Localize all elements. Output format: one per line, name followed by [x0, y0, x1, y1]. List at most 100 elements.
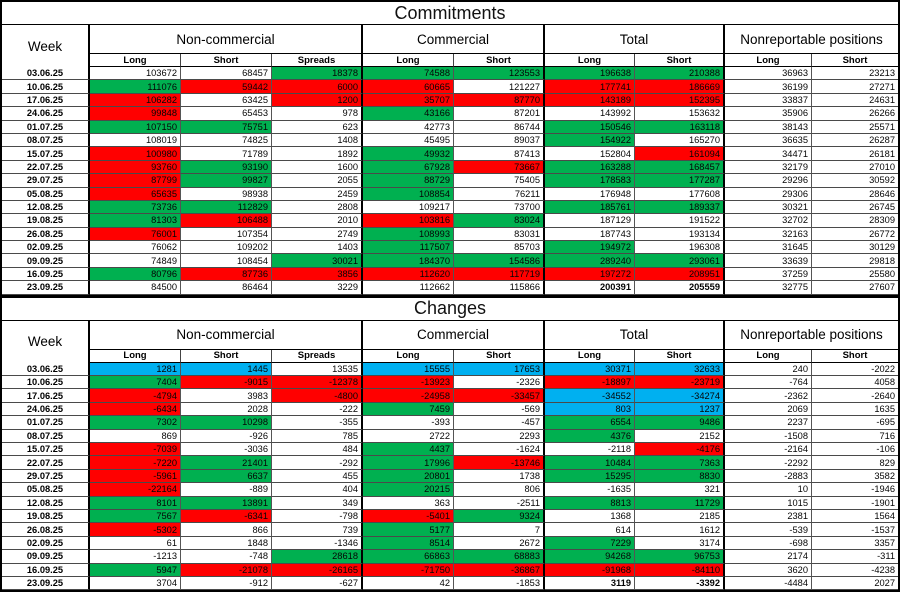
- col-header-spreads: Spreads: [272, 349, 363, 363]
- value-cell: 26772: [812, 228, 898, 242]
- value-cell: -912: [181, 576, 272, 591]
- value-cell: 803: [545, 402, 635, 417]
- value-cell: 8813: [545, 496, 635, 510]
- value-cell: 1403: [272, 241, 363, 255]
- value-cell: 68883: [454, 550, 545, 564]
- value-cell: 17996: [363, 456, 454, 470]
- value-cell: 2055: [272, 174, 363, 188]
- group-header-non-commercial: Non-commercial: [90, 25, 363, 54]
- week-cell: 24.06.25: [2, 107, 90, 121]
- col-header-long: Long: [90, 54, 181, 67]
- col-header-short: Short: [812, 54, 898, 67]
- table-row: 23.09.25 3704 -912 -627 42 -1853 3119 -3392 -448…: [2, 576, 898, 591]
- value-cell: 3983: [181, 389, 272, 403]
- value-cell: 2152: [635, 429, 725, 443]
- value-cell: -34274: [635, 389, 725, 403]
- value-cell: 87770: [454, 93, 545, 108]
- value-cell: 3174: [635, 536, 725, 551]
- group-header-commercial: Commercial: [363, 25, 545, 54]
- value-cell: 30371: [545, 362, 635, 377]
- value-cell: 7459: [363, 402, 454, 417]
- value-cell: -1537: [812, 523, 898, 537]
- value-cell: -2640: [812, 389, 898, 403]
- value-cell: 27010: [812, 161, 898, 175]
- table-row: 15.07.25 -7039 -3036 484 4437 -1624 -2118 -4176…: [2, 442, 898, 457]
- col-header-long: Long: [90, 349, 181, 363]
- value-cell: 85703: [454, 241, 545, 255]
- value-cell: 210388: [635, 67, 725, 81]
- group-header-total: Total: [545, 320, 725, 350]
- value-cell: 163118: [635, 120, 725, 134]
- value-cell: 108019: [90, 133, 181, 148]
- value-cell: 13891: [181, 496, 272, 510]
- week-cell: 22.07.25: [2, 456, 90, 470]
- value-cell: 43166: [363, 107, 454, 121]
- value-cell: 30592: [812, 174, 898, 188]
- table-row: 08.07.25 108019 74825 1408 45495 89037 154922 1…: [2, 133, 898, 148]
- value-cell: 205559: [635, 281, 725, 295]
- value-cell: 117507: [363, 241, 454, 255]
- value-cell: 32163: [725, 227, 812, 242]
- value-cell: 112829: [181, 200, 272, 215]
- value-cell: 36199: [725, 80, 812, 94]
- value-cell: -26165: [272, 563, 363, 577]
- value-cell: 1612: [635, 523, 725, 537]
- value-cell: 2028: [181, 402, 272, 417]
- week-cell: 08.07.25: [2, 133, 90, 148]
- table-row: 12.08.25 8101 13891 349 363 -2511 8813 11729 101…: [2, 496, 898, 510]
- value-cell: 785: [272, 429, 363, 443]
- value-cell: 28309: [812, 214, 898, 228]
- value-cell: 65635: [90, 187, 181, 201]
- value-cell: 103816: [363, 214, 454, 228]
- value-cell: 73667: [454, 160, 545, 175]
- value-cell: 13535: [272, 362, 363, 377]
- table-row: 10.06.25 7404 -9015 -12378 -13923 -2326 -18897…: [2, 376, 898, 390]
- value-cell: 869: [90, 429, 181, 443]
- value-cell: 98938: [181, 187, 272, 201]
- week-cell: 15.07.25: [2, 442, 90, 457]
- value-cell: -222: [272, 402, 363, 417]
- col-header-long: Long: [725, 349, 812, 363]
- value-cell: -311: [812, 550, 898, 564]
- table-row: 29.07.25 87799 99827 2055 88729 75405 178583 17…: [2, 174, 898, 188]
- value-cell: 185761: [545, 200, 635, 215]
- week-header: Week: [2, 320, 90, 363]
- commitments-table: Commitments Week Non-commercial Commercial…: [0, 0, 900, 297]
- value-cell: 96753: [635, 550, 725, 564]
- week-cell: 23.09.25: [2, 281, 90, 295]
- value-cell: 87736: [181, 267, 272, 282]
- value-cell: 73700: [454, 200, 545, 215]
- value-cell: 1600: [272, 160, 363, 175]
- value-cell: 63425: [181, 93, 272, 108]
- value-cell: -22164: [90, 483, 181, 497]
- value-cell: 35707: [363, 93, 454, 108]
- value-cell: 32633: [635, 362, 725, 377]
- table-header: Week Non-commercial Commercial Total Nonrepo…: [2, 320, 898, 363]
- table-row: 02.09.25 61 1848 -1346 8514 2672 7229 3174 -698 3…: [2, 536, 898, 551]
- value-cell: 32775: [725, 281, 812, 295]
- value-cell: 2722: [363, 429, 454, 443]
- value-cell: -798: [272, 509, 363, 524]
- value-cell: 184370: [363, 254, 454, 268]
- value-cell: -5401: [363, 509, 454, 524]
- value-cell: 26745: [812, 201, 898, 215]
- value-cell: 42773: [363, 120, 454, 134]
- value-cell: 154586: [454, 254, 545, 268]
- value-cell: 109202: [181, 241, 272, 255]
- value-cell: 33837: [725, 93, 812, 108]
- col-header-short: Short: [812, 350, 898, 363]
- value-cell: 121227: [454, 80, 545, 94]
- value-cell: 71789: [181, 147, 272, 161]
- table-body: 03.06.25 103672 68457 18378 74588 123553 19663…: [2, 67, 898, 295]
- week-cell: 09.09.25: [2, 550, 90, 564]
- value-cell: 2381: [725, 509, 812, 524]
- value-cell: 49932: [363, 147, 454, 161]
- week-cell: 23.09.25: [2, 576, 90, 591]
- table-row: 24.06.25 99848 65453 978 43166 87201 143992 153…: [2, 107, 898, 121]
- value-cell: -2362: [725, 389, 812, 403]
- value-cell: -7039: [90, 442, 181, 457]
- value-cell: 20215: [363, 483, 454, 497]
- value-cell: 23213: [812, 67, 898, 81]
- week-cell: 29.07.25: [2, 469, 90, 484]
